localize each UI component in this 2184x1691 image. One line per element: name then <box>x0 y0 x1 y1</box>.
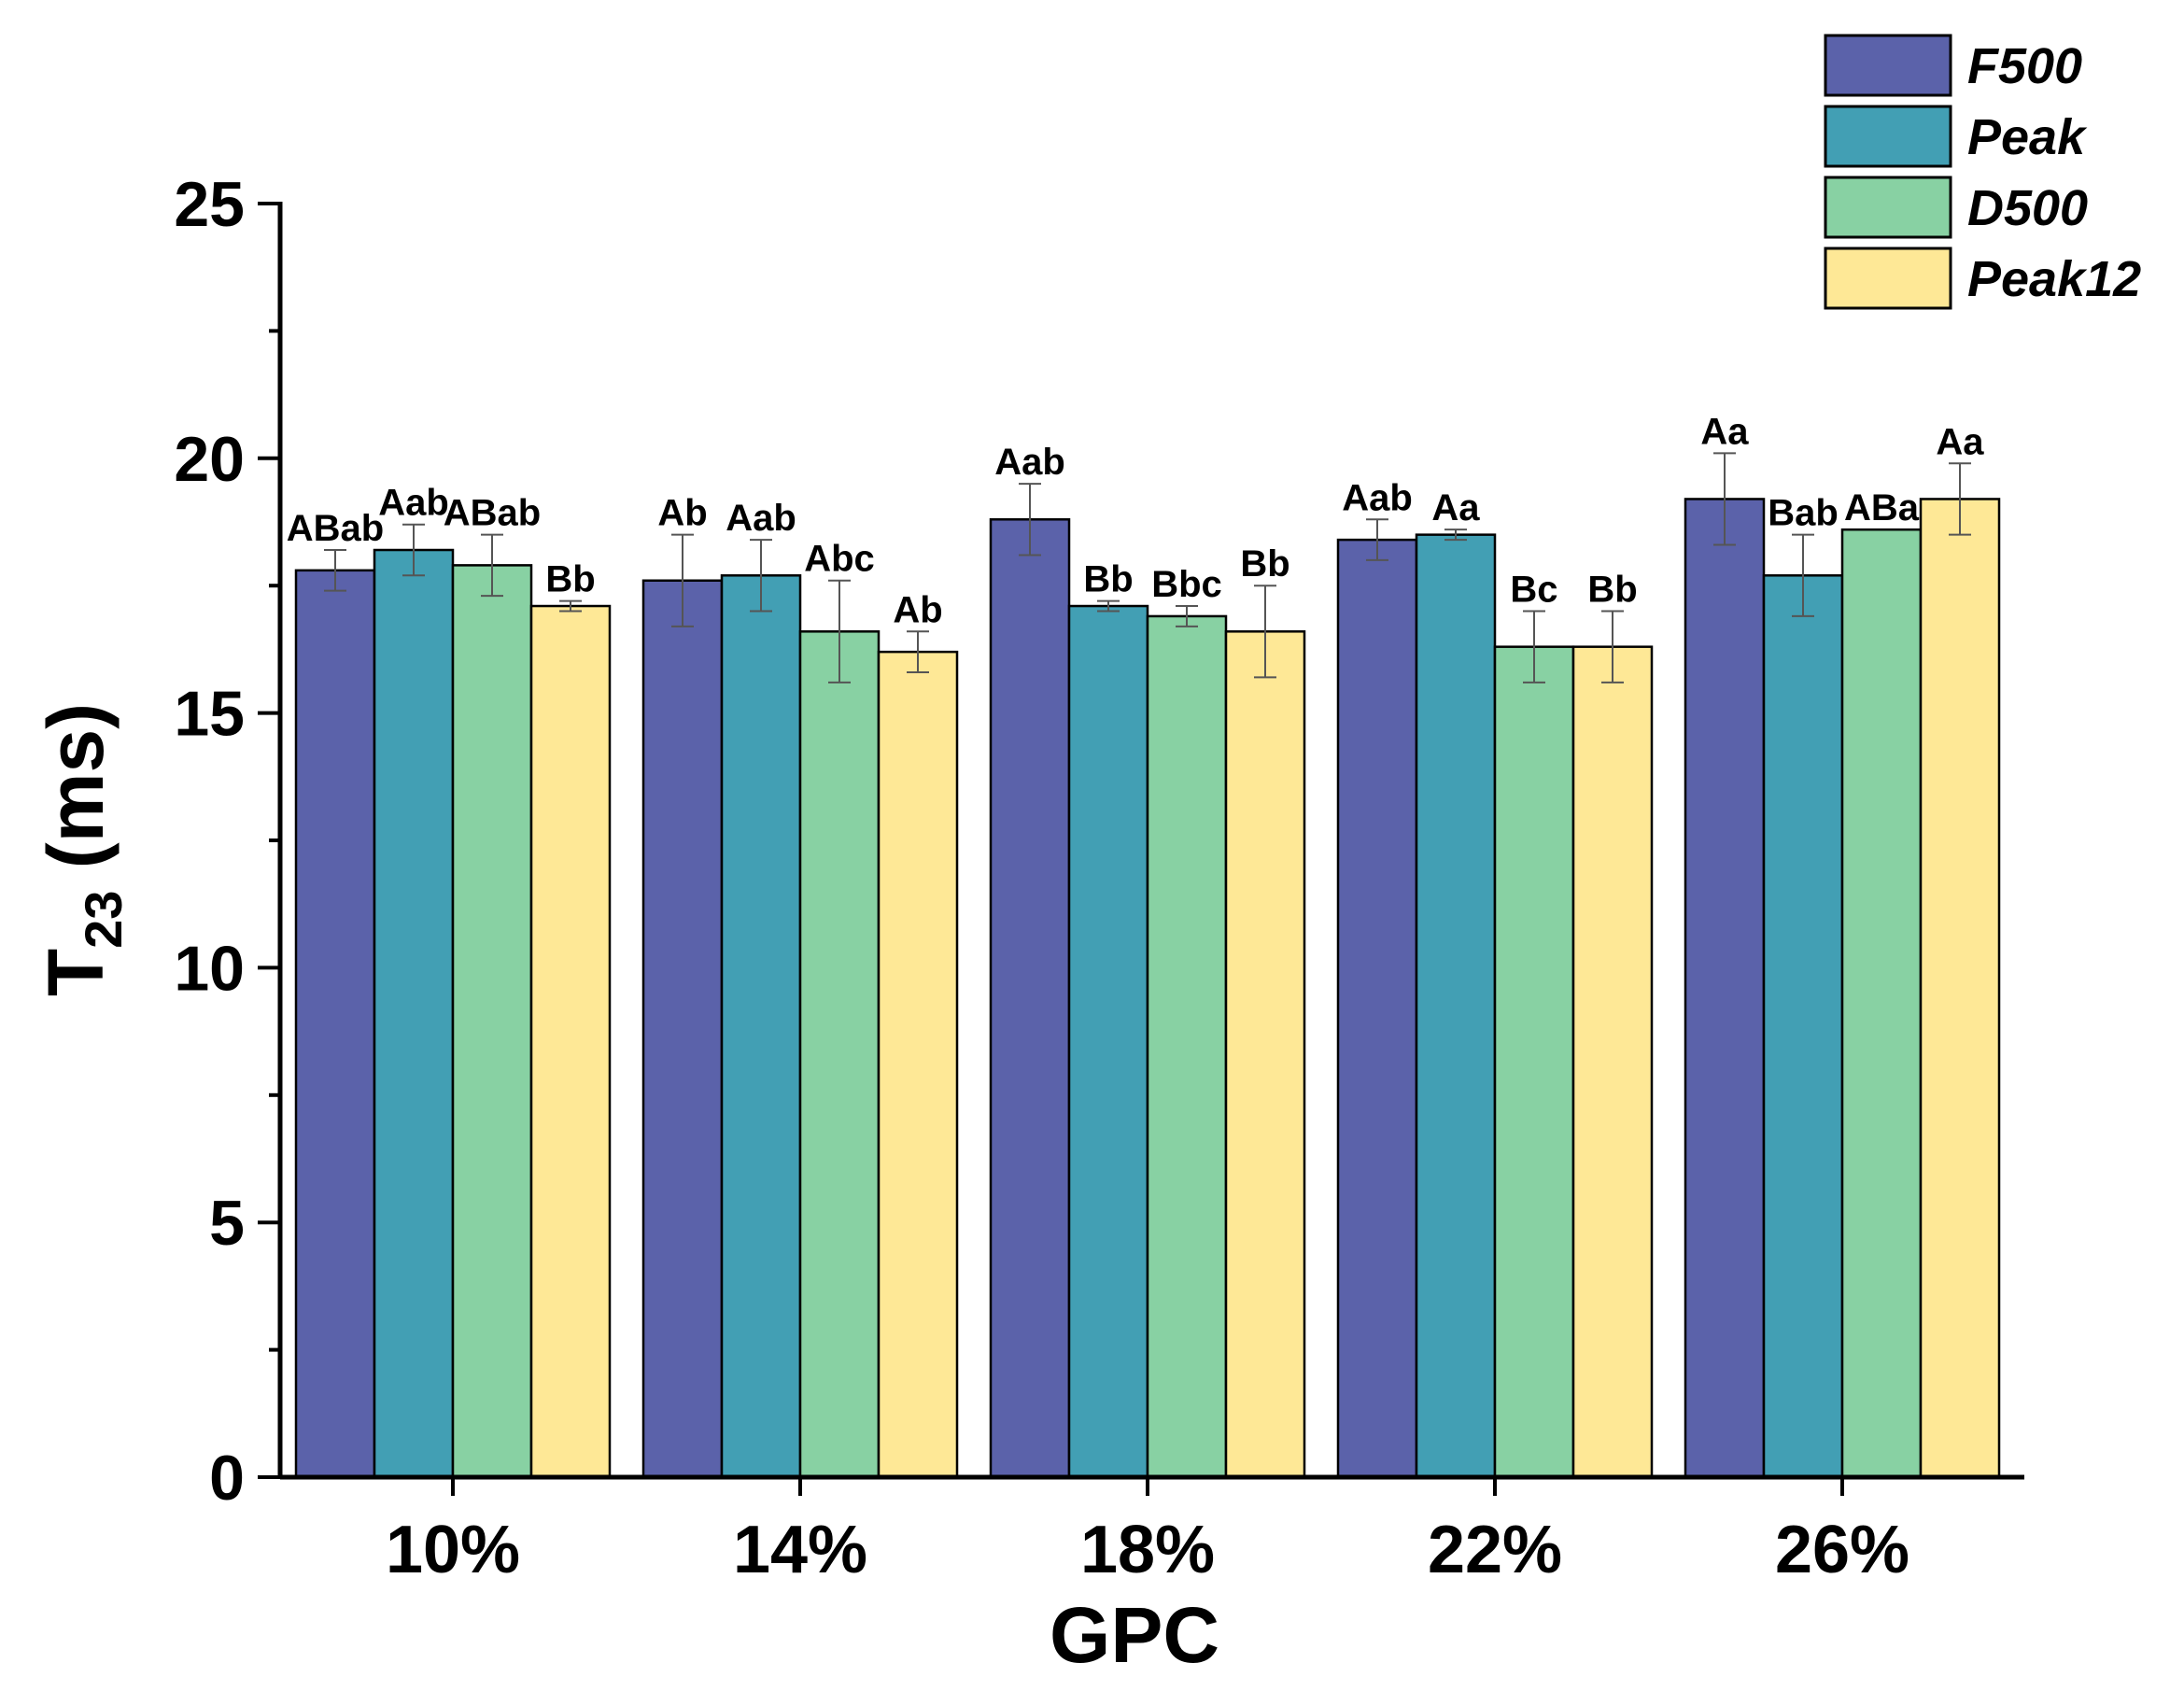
significance-label-D500-10%: ABab <box>444 493 541 534</box>
bar-F500-26% <box>1684 498 1766 1479</box>
significance-labels-layer: ABab Ab Aab Aab Aa Aab Aab Bb Aa Bab ABab Abc Bbc Bc A… <box>287 411 1985 630</box>
bar-Peak12-18% <box>1224 630 1306 1479</box>
y-axis-title-main: T <box>32 949 120 996</box>
bar-D500-22% <box>1493 645 1575 1479</box>
legend-label-Peak12: Peak12 <box>1967 251 2141 307</box>
significance-label-Peak12-18%: Bb <box>1240 543 1289 585</box>
legend-swatch-Peak <box>1824 105 1952 168</box>
bar-Peak12-26% <box>1919 498 2001 1479</box>
x-tick-label-10%: 10% <box>386 1513 520 1587</box>
significance-label-Peak12-26%: Aa <box>1936 421 1984 462</box>
significance-label-F500-10%: ABab <box>287 508 384 549</box>
x-axis-title: GPC <box>1050 1591 1219 1679</box>
bar-Peak12-10% <box>529 604 612 1479</box>
significance-label-Peak12-14%: Ab <box>893 589 942 630</box>
bar-Peak-26% <box>1762 574 1844 1479</box>
y-tick-label-5: 5 <box>209 1188 245 1259</box>
significance-label-D500-22%: Bc <box>1510 569 1557 610</box>
y-axis-title-subscript: 23 <box>74 891 133 949</box>
significance-label-Peak-22%: Aa <box>1431 487 1480 528</box>
x-tick-label-14%: 14% <box>733 1513 867 1587</box>
significance-label-D500-18%: Bbc <box>1151 564 1222 605</box>
y-tick-label-20: 20 <box>174 424 245 495</box>
bar-Peak-10% <box>373 548 455 1479</box>
y-axis-title-unit: (ms) <box>32 703 120 891</box>
x-tick-label-26%: 26% <box>1775 1513 1909 1587</box>
significance-label-F500-18%: Aab <box>994 442 1065 483</box>
legend-swatch-Peak12 <box>1824 247 1952 310</box>
bar-F500-10% <box>294 569 376 1479</box>
significance-label-Peak12-10%: Bb <box>545 559 595 600</box>
significance-label-Peak-10%: Aab <box>378 483 449 524</box>
bar-D500-26% <box>1840 528 1923 1479</box>
bars-layer <box>294 452 2001 1479</box>
significance-label-D500-14%: Abc <box>804 539 875 580</box>
legend-label-D500: D500 <box>1967 180 2088 236</box>
bar-Peak-14% <box>720 574 802 1479</box>
bar-F500-22% <box>1336 538 1418 1479</box>
bar-Peak-22% <box>1415 533 1497 1479</box>
legend-swatch-F500 <box>1824 34 1952 97</box>
y-tick-label-0: 0 <box>209 1443 245 1514</box>
legend-label-F500: F500 <box>1967 38 2082 94</box>
x-tick-label-18%: 18% <box>1080 1513 1215 1587</box>
significance-label-Peak-14%: Aab <box>726 498 796 539</box>
bar-Peak12-14% <box>877 650 959 1479</box>
bar-Peak12-22% <box>1571 645 1654 1479</box>
bar-F500-18% <box>989 518 1071 1479</box>
bar-D500-18% <box>1146 614 1228 1479</box>
bar-F500-14% <box>641 579 724 1479</box>
significance-label-Peak-26%: Bab <box>1768 493 1839 534</box>
y-tick-label-25: 25 <box>174 169 245 240</box>
significance-label-F500-22%: Aab <box>1342 477 1413 518</box>
significance-label-F500-14%: Ab <box>657 493 707 534</box>
significance-label-F500-26%: Aa <box>1700 411 1749 452</box>
y-tick-label-10: 10 <box>174 933 245 1004</box>
bar-D500-14% <box>798 630 881 1479</box>
significance-label-D500-26%: ABa <box>1844 487 1920 528</box>
legend-swatch-D500 <box>1824 176 1952 239</box>
x-tick-label-22%: 22% <box>1428 1513 1562 1587</box>
bar-Peak-18% <box>1067 604 1149 1479</box>
legend: F500 Peak D500 Peak12 <box>1824 34 2141 310</box>
axes-layer: 0 5 10 15 20 25 10% 14% 18% 22% 26% <box>174 169 2024 1587</box>
significance-label-Peak-18%: Bb <box>1083 559 1133 600</box>
y-tick-label-15: 15 <box>174 679 245 750</box>
legend-label-Peak: Peak <box>1967 109 2088 165</box>
y-axis-title: T23 (ms) <box>32 703 133 996</box>
bar-D500-10% <box>451 564 533 1479</box>
significance-label-Peak12-22%: Bb <box>1587 569 1637 610</box>
